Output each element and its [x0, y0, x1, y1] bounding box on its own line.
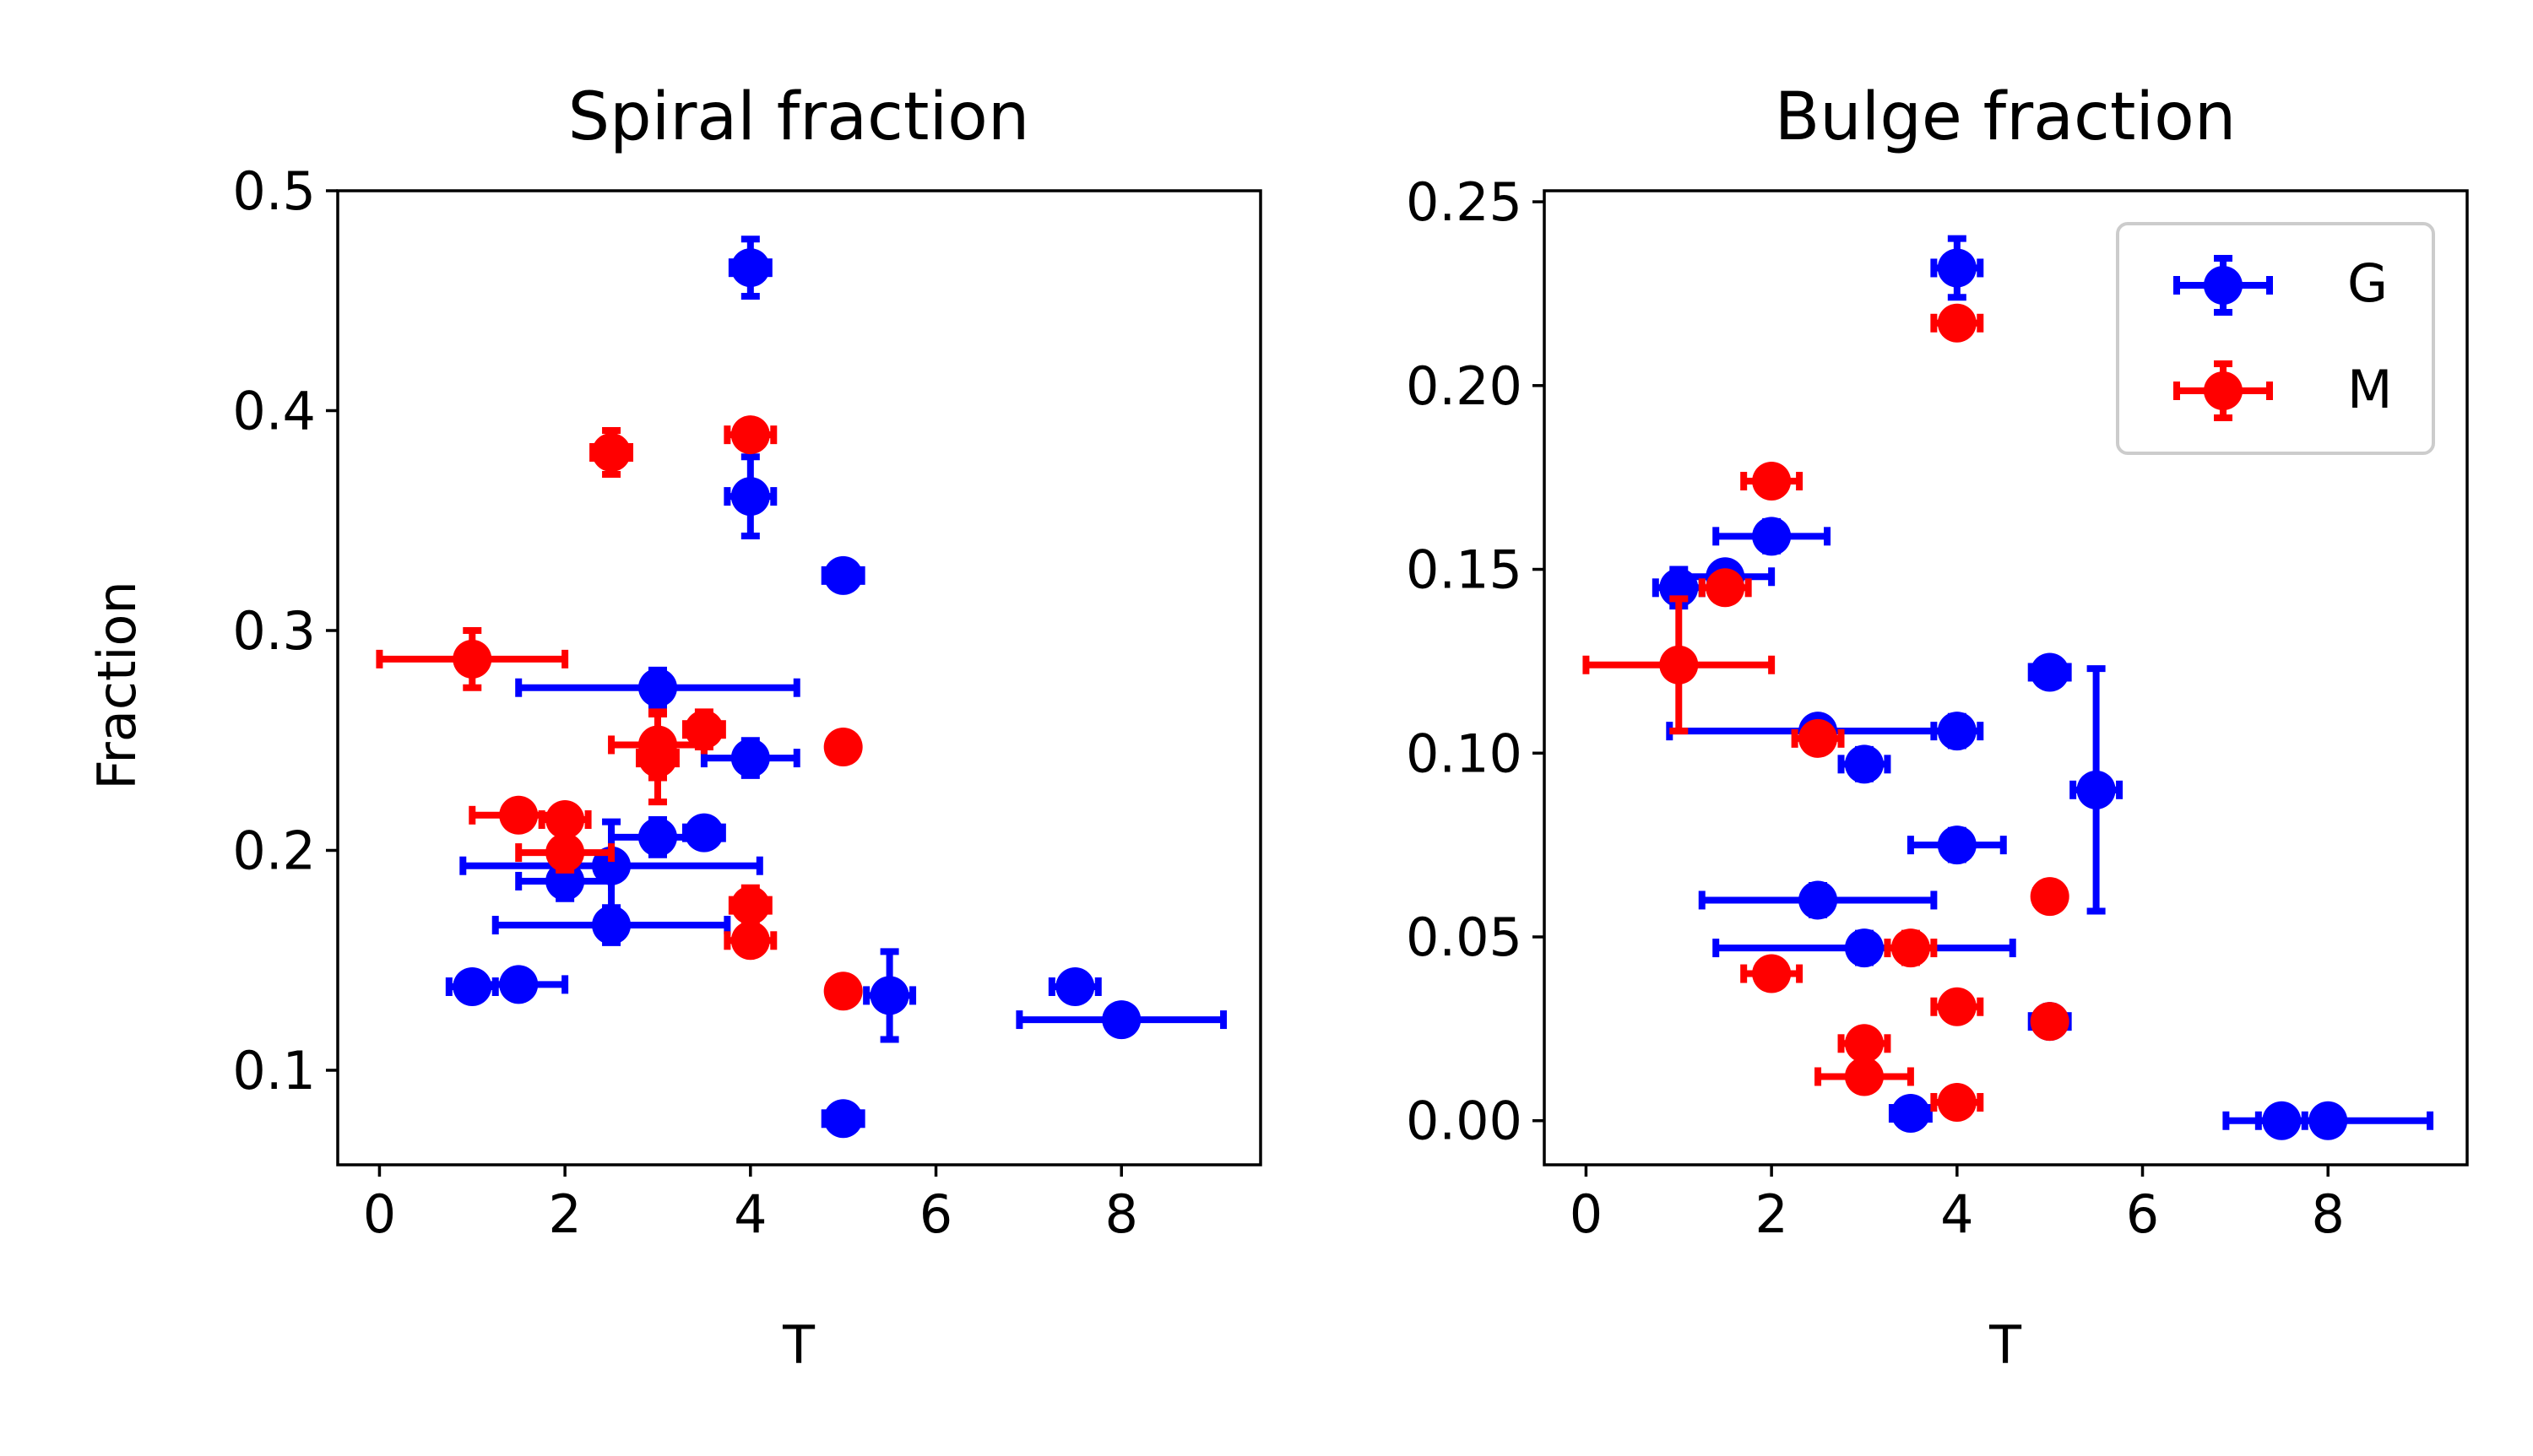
bulge-fraction-point-m [1791, 718, 1845, 758]
bulge-fraction-x-axis-label: T [1988, 1314, 2022, 1376]
spiral-fraction-plot-frame [336, 189, 1262, 1166]
bulge-fraction-x-tick-label: 0 [1570, 1183, 1603, 1245]
bulge-fraction-point-m [1698, 568, 1752, 608]
legend-entry-m [2173, 360, 2273, 421]
spiral-fraction-x-tick-label: 0 [363, 1183, 396, 1245]
bulge-fraction-point-m [2030, 877, 2069, 917]
spiral-fraction-point-m [681, 708, 726, 751]
spiral-fraction-point-g [681, 813, 726, 852]
spiral-fraction-point-g [863, 948, 917, 1043]
spiral-fraction-x-tick-label: 4 [734, 1183, 767, 1245]
bulge-fraction-y-tick-label: 0.05 [1406, 907, 1522, 968]
bulge-fraction-point-g [1930, 235, 1984, 301]
spiral-fraction-point-g [1048, 966, 1102, 1006]
spiral-fraction-x-axis-label: T [782, 1314, 816, 1376]
bulge-fraction-point-m [1740, 954, 1803, 993]
spiral-fraction-point-g [469, 965, 569, 1004]
bulge-fraction-point-g [2069, 665, 2123, 915]
bulge-fraction-x-tick-label: 2 [1755, 1183, 1787, 1245]
bulge-fraction-y-tick-label: 0.15 [1406, 539, 1522, 601]
spiral-fraction-point-m [724, 921, 778, 961]
bulge-fraction-point-g [1712, 517, 1831, 556]
bulge-fraction-point-m [1740, 462, 1803, 501]
spiral-fraction-y-tick-label: 0.5 [232, 160, 316, 222]
spiral-fraction-point-g [821, 555, 865, 595]
bulge-fraction-marks [1582, 235, 2434, 1140]
spiral-fraction-point-m [636, 710, 680, 806]
spiral-fraction-x-tick-label: 2 [548, 1183, 581, 1245]
bulge-fraction-point-g [2027, 652, 2072, 692]
bulge-fraction-point-m [1930, 987, 1984, 1026]
bulge-fraction-point-m [1930, 303, 1984, 343]
spiral-fraction-x-tick-label: 6 [919, 1183, 952, 1245]
bulge-fraction-x-tick-label: 4 [1940, 1183, 1973, 1245]
spiral-fraction-panel: Spiral fraction T Fraction 0 2 4 6 8 0.1 0.2 0.… [86, 79, 1262, 1376]
bulge-fraction-point-g [1712, 928, 2016, 968]
spiral-fraction-point-m [724, 415, 778, 455]
bulge-fraction-y-tick-label: 0.00 [1406, 1091, 1522, 1152]
bulge-fraction-point-m [1837, 1024, 1891, 1064]
legend-marker-m [2173, 360, 2273, 421]
spiral-fraction-point-m [823, 972, 863, 1011]
bulge-fraction-x-tick-label: 8 [2311, 1183, 2344, 1245]
bulge-fraction-point-m [1930, 1082, 1984, 1122]
legend-box [2116, 222, 2435, 455]
bulge-fraction-point-g [1888, 1094, 1933, 1134]
spiral-fraction-point-m [728, 884, 773, 927]
legend-entry-g [2173, 255, 2273, 316]
spiral-fraction-point-g [515, 666, 800, 709]
bulge-fraction-point-m [1814, 1057, 1914, 1096]
spiral-fraction-y-tick-label: 0.1 [232, 1040, 316, 1101]
spiral-fraction-point-g [459, 818, 763, 913]
spiral-fraction-x-tick-label: 8 [1104, 1183, 1137, 1245]
bulge-fraction-y-tick-label: 0.25 [1406, 171, 1522, 233]
spiral-fraction-y-tick-label: 0.4 [232, 380, 316, 441]
spiral-fraction-point-g [728, 235, 773, 300]
spiral-fraction-point-m [515, 831, 616, 874]
bulge-fraction-point-m [1884, 928, 1938, 968]
legend-label-m: M [2347, 359, 2393, 420]
bulge-fraction-point-m [1582, 595, 1776, 735]
bulge-fraction-title: Bulge fraction [1775, 79, 2237, 155]
spiral-fraction-point-m [376, 626, 569, 691]
bulge-fraction-x-tick-label: 6 [2126, 1183, 2159, 1245]
spiral-fraction-point-m [538, 800, 592, 840]
spiral-fraction-point-g [821, 1099, 865, 1139]
spiral-fraction-marks [376, 235, 1228, 1139]
spiral-fraction-point-g [700, 737, 800, 779]
spiral-fraction-title: Spiral fraction [568, 79, 1030, 155]
spiral-fraction-point-g [1016, 1000, 1228, 1040]
spiral-fraction-y-tick-label: 0.3 [232, 600, 316, 662]
spiral-fraction-point-m [823, 728, 863, 767]
spiral-fraction-point-g [515, 860, 616, 902]
spiral-fraction-ticks: 0 2 4 6 8 0.1 0.2 0.3 0.4 0.5 [232, 160, 1138, 1245]
legend-label-g: G [2347, 252, 2388, 314]
spiral-fraction-point-g [724, 453, 778, 539]
spiral-fraction-y-tick-label: 0.2 [232, 820, 316, 881]
bulge-fraction-plot-frame [1543, 189, 2469, 1166]
bulge-fraction-ticks: 0 2 4 6 8 0.00 0.05 0.10 0.15 0.20 0.25 [1406, 171, 2345, 1245]
bulge-fraction-point-g [1907, 825, 2007, 865]
bulge-fraction-point-g [1698, 880, 1938, 920]
legend-marker-g [2173, 255, 2273, 316]
spiral-fraction-point-g [491, 904, 731, 946]
bulge-fraction-point-g [2222, 1101, 2434, 1140]
bulge-fraction-y-tick-label: 0.10 [1406, 723, 1522, 784]
bulge-fraction-point-g [1837, 744, 1891, 784]
bulge-fraction-point-m [2030, 1002, 2069, 1042]
legend: G M [2116, 222, 2435, 455]
bulge-fraction-point-g [1930, 712, 1984, 751]
spiral-fraction-point-m [589, 426, 634, 479]
bulge-fraction-y-tick-label: 0.20 [1406, 355, 1522, 417]
spiral-fraction-y-axis-label: Fraction [86, 581, 148, 790]
bulge-fraction-panel: Bulge fraction T 0 2 4 6 8 0.00 0.05 0.10 0.15 0.… [1406, 79, 2469, 1376]
